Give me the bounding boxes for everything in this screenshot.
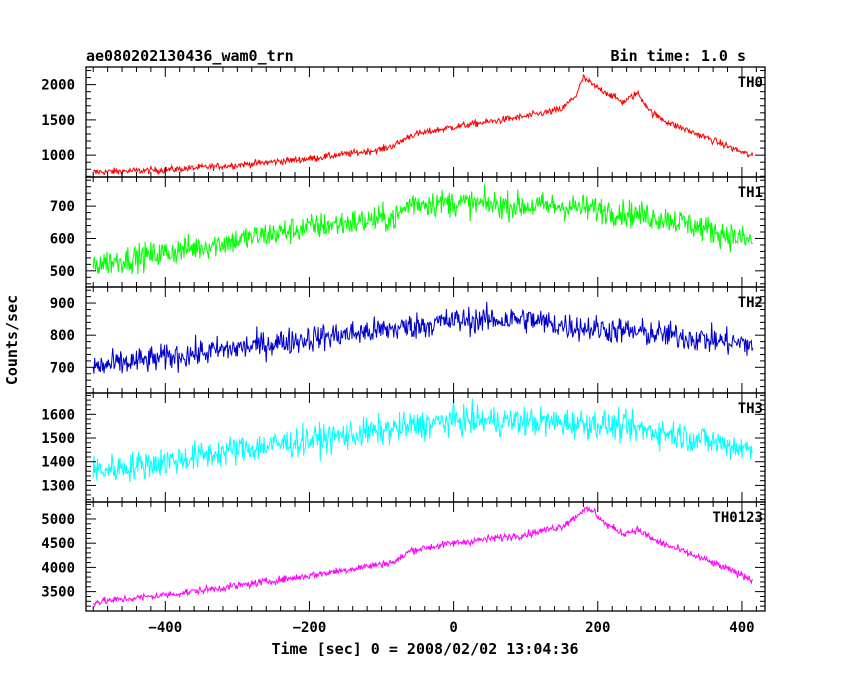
panel-label: TH0123 bbox=[712, 510, 763, 526]
x-axis: −400 −200 0 200 400 bbox=[148, 620, 754, 636]
series-line-th0 bbox=[92, 73, 754, 176]
y-tick-label: 600 bbox=[50, 231, 75, 247]
y-tick-label: 2000 bbox=[41, 78, 75, 94]
y-tick-label: 1300 bbox=[41, 478, 75, 494]
panel-th0: 1000 1500 2000 TH0 bbox=[41, 66, 766, 178]
panel-th1: 500 600 700 TH1 bbox=[50, 176, 766, 288]
panel-th3: 1300 1400 1500 1600 TH3 bbox=[41, 392, 766, 503]
x-tick-label: 200 bbox=[585, 620, 610, 636]
y-tick-label: 700 bbox=[50, 199, 75, 215]
y-tick-label: 3500 bbox=[41, 585, 75, 601]
y-tick-label: 1500 bbox=[41, 431, 75, 447]
panel-label: TH0 bbox=[738, 75, 763, 91]
bin-time-label: Bin time: 1.0 s bbox=[611, 47, 746, 65]
y-tick-label: 700 bbox=[50, 360, 75, 376]
panel-label: TH3 bbox=[738, 401, 763, 417]
panel-th2: 700 800 900 TH2 bbox=[50, 286, 766, 394]
x-axis-label: Time [sec] 0 = 2008/02/02 13:04:36 bbox=[271, 640, 578, 658]
figure-title: ae080202130436_wam0_trn bbox=[86, 47, 294, 65]
y-tick-label: 1600 bbox=[41, 407, 75, 423]
y-tick-label: 1500 bbox=[41, 113, 75, 129]
panel-frame bbox=[85, 176, 766, 288]
panel-label: TH2 bbox=[738, 295, 763, 311]
y-tick-label: 1400 bbox=[41, 455, 75, 471]
panel-frame bbox=[85, 66, 766, 178]
series-line-th1 bbox=[92, 184, 754, 275]
series-line-th0123 bbox=[92, 505, 753, 608]
y-tick-label: 5000 bbox=[41, 512, 75, 528]
y-tick-label: 4500 bbox=[41, 536, 75, 552]
y-tick-label: 4000 bbox=[41, 560, 75, 576]
panels-group: 1000 1500 2000 TH0 500 600 700 TH1 700 800 900 TH2 1… bbox=[41, 66, 766, 612]
y-tick-label: 500 bbox=[50, 264, 75, 280]
x-tick-label: 400 bbox=[729, 620, 754, 636]
y-tick-label: 900 bbox=[50, 296, 75, 312]
y-tick-label: 800 bbox=[50, 328, 75, 344]
panel-label: TH1 bbox=[738, 185, 763, 201]
panel-frame bbox=[85, 392, 766, 503]
panel-frame bbox=[85, 501, 766, 612]
panel-th0123: 3500 4000 4500 5000 TH0123 bbox=[41, 501, 766, 612]
series-line-th2 bbox=[92, 301, 754, 374]
x-tick-label: 0 bbox=[449, 620, 457, 636]
y-axis-label: Counts/sec bbox=[3, 295, 21, 385]
y-tick-label: 1000 bbox=[41, 148, 75, 164]
x-tick-label: −200 bbox=[293, 620, 327, 636]
series-line-th3 bbox=[92, 398, 754, 483]
x-tick-label: −400 bbox=[148, 620, 182, 636]
